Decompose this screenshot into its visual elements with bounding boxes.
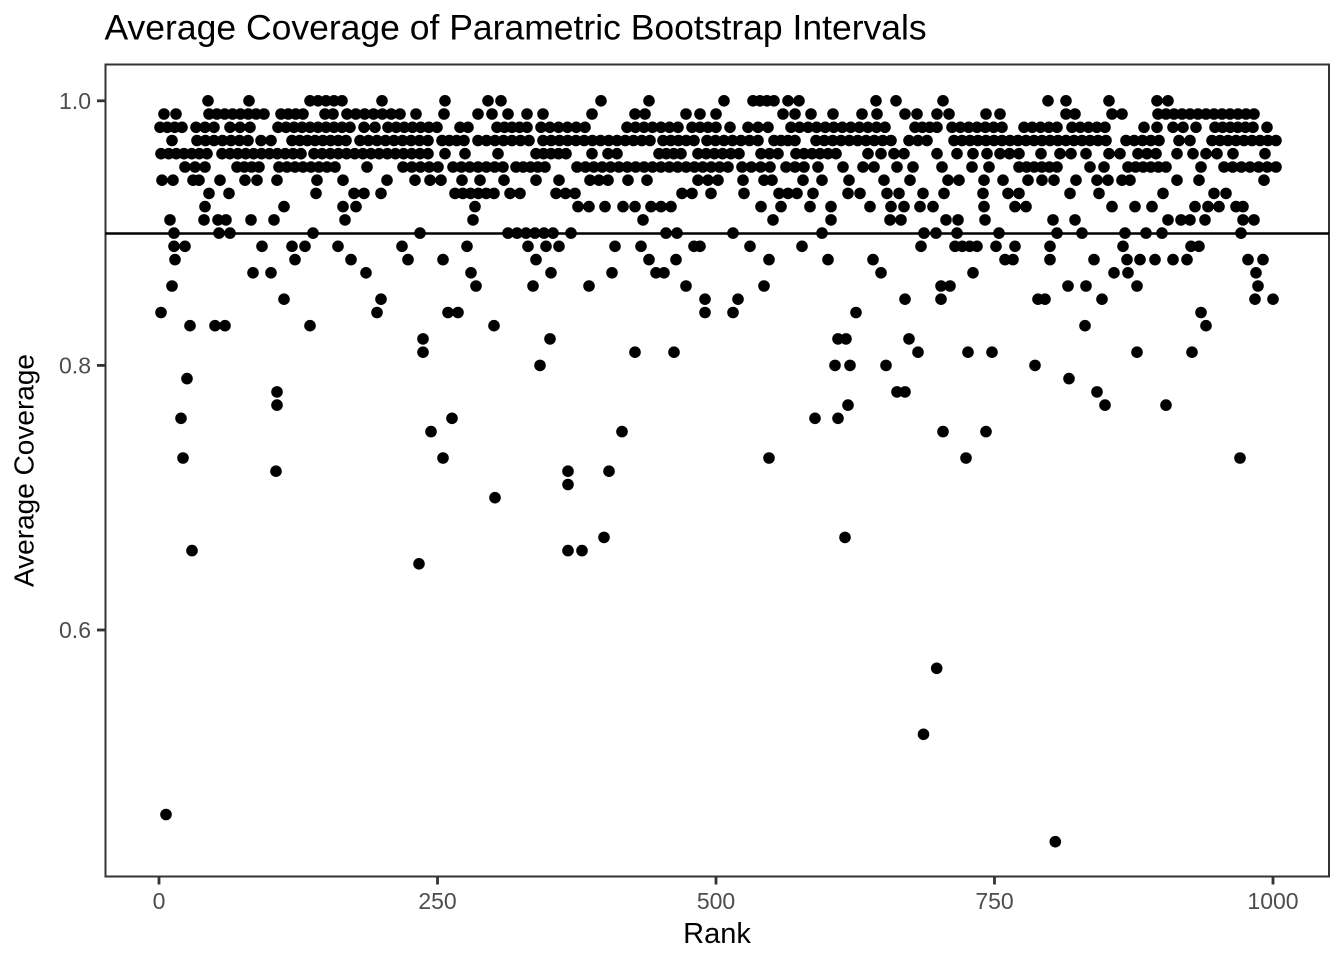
svg-text:Rank: Rank	[683, 918, 751, 950]
svg-text:250: 250	[418, 888, 456, 914]
svg-text:750: 750	[975, 888, 1013, 914]
svg-text:1.0: 1.0	[59, 88, 91, 114]
svg-text:0: 0	[153, 888, 166, 914]
svg-text:Average Coverage of Parametric: Average Coverage of Parametric Bootstrap…	[105, 8, 927, 48]
svg-text:0.6: 0.6	[59, 617, 91, 643]
svg-text:0.8: 0.8	[59, 352, 91, 378]
svg-text:Average Coverage: Average Coverage	[9, 354, 40, 587]
svg-text:1000: 1000	[1247, 888, 1298, 914]
svg-text:500: 500	[697, 888, 735, 914]
